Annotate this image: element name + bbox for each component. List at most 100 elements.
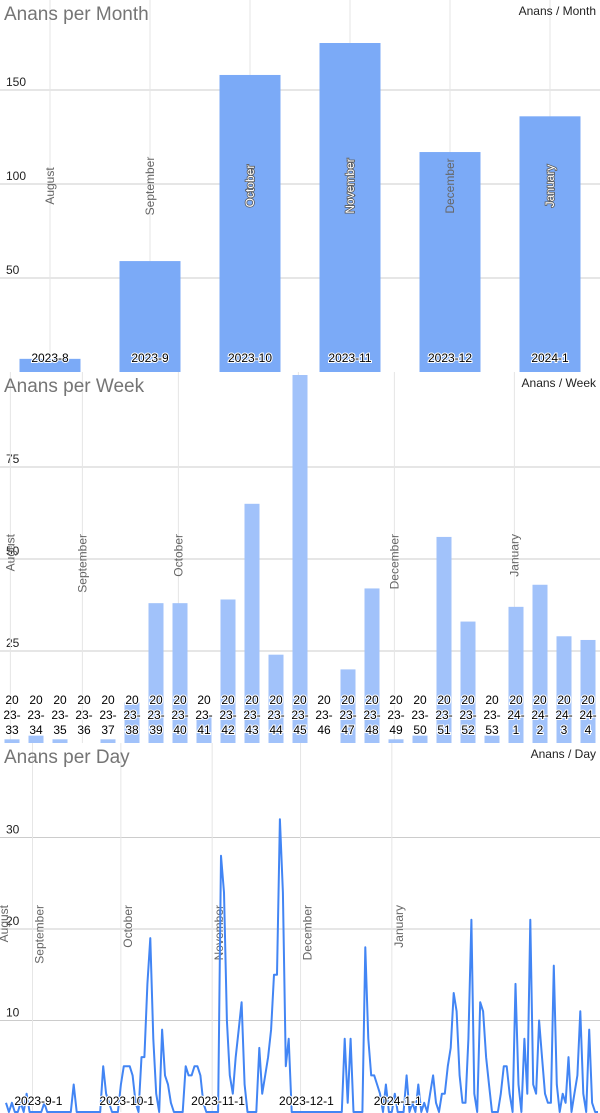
week-category-label: 41: [197, 723, 211, 737]
week-bar: [220, 599, 236, 743]
week-month-label: September: [75, 534, 89, 593]
week-category-label: 23-: [51, 708, 68, 722]
week-category-label: 23-: [171, 708, 188, 722]
day-month-label: December: [301, 905, 315, 960]
week-month-label: August: [3, 533, 17, 571]
monthly-bar-chart: 50 100 150 2023-8 August 2023-9 September 2023-…: [0, 0, 600, 372]
weekly-chart-panel: 255075AugustSeptemberOctoberNovemberDece…: [0, 372, 600, 743]
week-category-label: 33: [5, 723, 19, 737]
weekly-chart-title: Anans per Week: [4, 376, 145, 397]
week-bar: [388, 739, 404, 743]
week-category-label: 23-: [411, 708, 428, 722]
week-bar: [436, 536, 452, 743]
day-date-tick-label: 2023-12-1: [279, 1094, 334, 1108]
week-month-label: January: [507, 534, 521, 577]
week-month-label: October: [171, 534, 185, 577]
week-category-label: 20: [245, 693, 259, 707]
month-bar: [19, 358, 81, 372]
week-y-tick-label: 50: [6, 544, 20, 558]
week-category-label: 20: [125, 693, 139, 707]
week-category-label: 23-: [147, 708, 164, 722]
month-category-label: 2023-12: [428, 351, 472, 365]
week-category-label: 38: [125, 723, 139, 737]
week-bar: [484, 735, 500, 743]
week-category-label: 49: [389, 723, 403, 737]
week-bar: [4, 739, 20, 743]
week-category-label: 20: [485, 693, 499, 707]
week-category-label: 37: [101, 723, 115, 737]
month-name-label: August: [43, 167, 57, 205]
week-category-label: 23-: [267, 708, 284, 722]
weekly-bar-chart: 255075AugustSeptemberOctoberNovemberDece…: [0, 372, 600, 743]
week-bar: [172, 603, 188, 743]
daily-series-line: [5, 818, 598, 1113]
week-category-label: 24-: [555, 708, 572, 722]
week-category-label: 20: [533, 693, 547, 707]
month-category-label: 2023-8: [31, 351, 69, 365]
month-y-tick-label: 50: [6, 263, 20, 277]
week-category-label: 23-: [219, 708, 236, 722]
monthly-chart-title: Anans per Month: [4, 4, 149, 25]
week-category-label: 23-: [3, 708, 20, 722]
week-category-label: 51: [437, 723, 451, 737]
week-bar: [460, 621, 476, 743]
week-bar: [292, 375, 308, 743]
month-bar: [219, 74, 281, 372]
week-y-tick-label: 25: [6, 636, 20, 650]
week-category-label: 20: [365, 693, 379, 707]
week-category-label: 23-: [483, 708, 500, 722]
week-category-label: 23-: [27, 708, 44, 722]
week-bar: [364, 588, 380, 743]
day-date-tick-label: 2024-1-1: [374, 1094, 422, 1108]
week-bar: [268, 654, 284, 743]
week-category-label: 20: [77, 693, 91, 707]
week-bar: [556, 636, 572, 743]
month-bar: [119, 261, 181, 372]
week-category-label: 20: [293, 693, 307, 707]
month-category-label: 2023-11: [328, 351, 371, 365]
day-month-label: January: [392, 905, 406, 948]
week-bar: [412, 735, 428, 743]
week-category-label: 23-: [435, 708, 452, 722]
week-category-label: 4: [585, 723, 592, 737]
day-month-label: October: [121, 905, 135, 948]
week-category-label: 20: [173, 693, 187, 707]
week-bar: [580, 639, 596, 743]
week-category-label: 40: [173, 723, 187, 737]
month-y-tick-label: 100: [6, 169, 26, 183]
week-bar: [52, 739, 68, 743]
week-bar: [100, 739, 116, 743]
week-bar: [28, 735, 44, 743]
daily-chart-panel: 10 20 30 August September October November Dece…: [0, 743, 600, 1113]
week-category-label: 20: [413, 693, 427, 707]
month-bar: [519, 116, 581, 372]
week-category-label: 20: [269, 693, 283, 707]
week-bar: [244, 503, 260, 743]
week-category-label: 45: [293, 723, 307, 737]
week-bar: [196, 717, 212, 743]
week-category-label: 20: [341, 693, 355, 707]
week-category-label: 23-: [339, 708, 356, 722]
week-bar: [340, 669, 356, 743]
week-category-label: 20: [389, 693, 403, 707]
week-category-label: 43: [245, 723, 259, 737]
daily-unit-label: Anans / Day: [530, 747, 596, 761]
week-category-label: 20: [317, 693, 331, 707]
month-name-label: October: [243, 165, 257, 208]
week-category-label: 23-: [291, 708, 308, 722]
day-y-tick-label: 30: [6, 822, 20, 836]
week-category-label: 20: [149, 693, 163, 707]
week-month-label: December: [387, 534, 401, 589]
week-category-label: 23-: [315, 708, 332, 722]
week-category-label: 20: [101, 693, 115, 707]
month-name-label: January: [543, 165, 557, 208]
week-category-label: 20: [581, 693, 595, 707]
week-category-label: 39: [149, 723, 163, 737]
week-category-label: 23-: [459, 708, 476, 722]
week-category-label: 20: [53, 693, 67, 707]
month-name-label: November: [343, 158, 357, 213]
week-category-label: 3: [561, 723, 568, 737]
week-category-label: 20: [5, 693, 19, 707]
week-y-tick-label: 75: [6, 452, 20, 466]
